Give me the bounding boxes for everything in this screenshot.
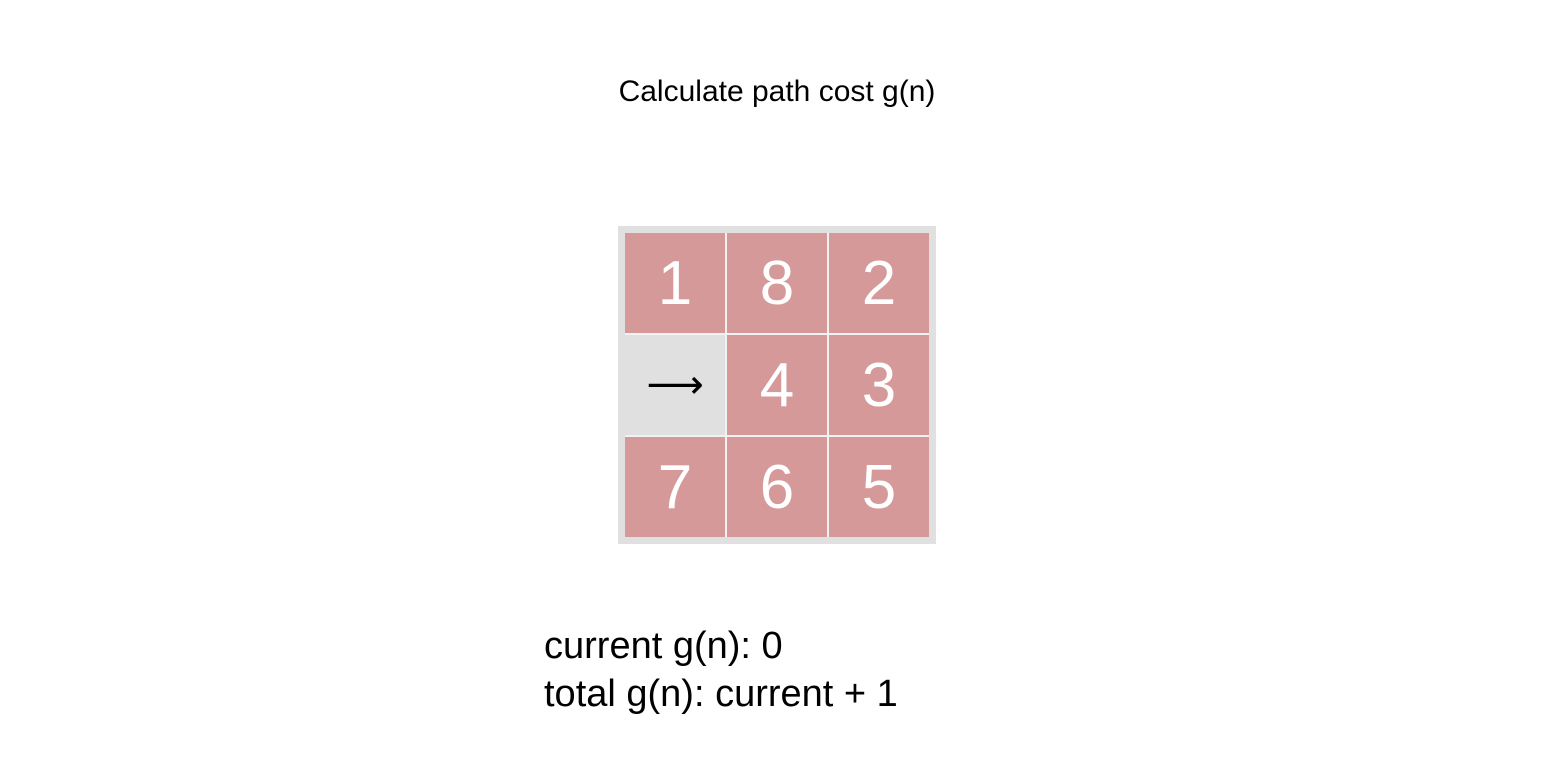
- tile-1[interactable]: 1: [625, 233, 725, 333]
- puzzle-board: 1 8 2 ⟶ 4 3 7 6 5: [618, 226, 936, 544]
- current-cost-label: current g(n): 0: [544, 625, 783, 667]
- blank-tile-arrow-icon: ⟶: [625, 335, 725, 435]
- puzzle-grid: 1 8 2 ⟶ 4 3 7 6 5: [625, 233, 929, 537]
- tile-4[interactable]: 4: [727, 335, 827, 435]
- tile-2[interactable]: 2: [829, 233, 929, 333]
- tile-3[interactable]: 3: [829, 335, 929, 435]
- tile-6[interactable]: 6: [727, 437, 827, 537]
- tile-5[interactable]: 5: [829, 437, 929, 537]
- tile-8[interactable]: 8: [727, 233, 827, 333]
- diagram-title: Calculate path cost g(n): [618, 75, 936, 108]
- cost-info: current g(n): 0 total g(n): current + 1: [544, 622, 898, 718]
- tile-7[interactable]: 7: [625, 437, 725, 537]
- total-cost-label: total g(n): current + 1: [544, 673, 898, 715]
